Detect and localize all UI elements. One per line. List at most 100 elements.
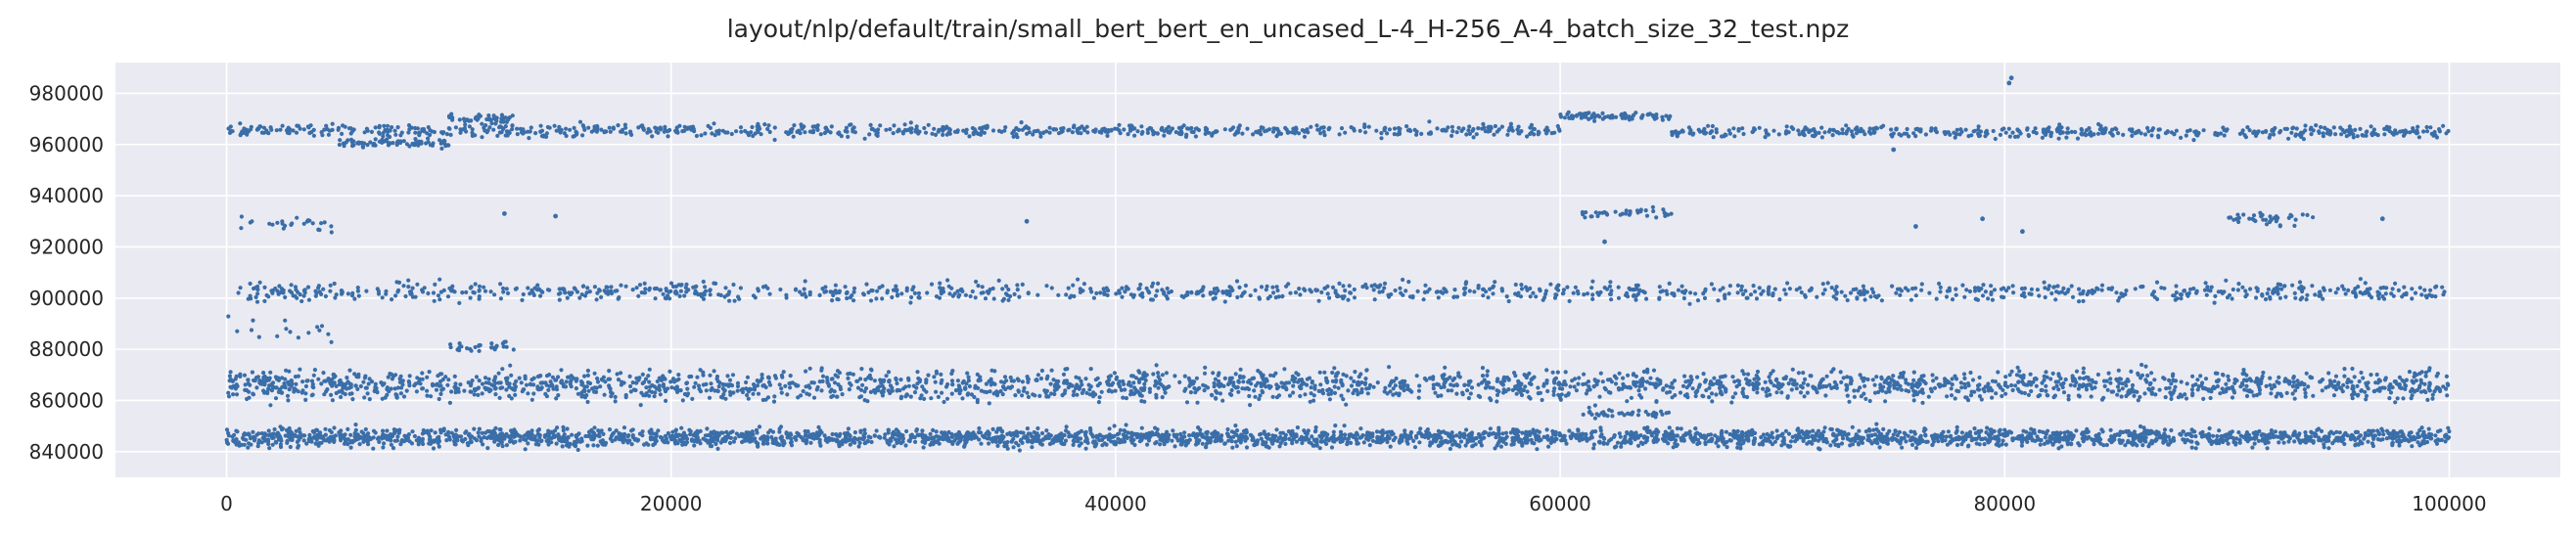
data-point [566, 435, 571, 440]
data-point [730, 429, 735, 434]
data-point [1695, 441, 1700, 447]
data-point [2081, 370, 2086, 376]
data-point [513, 392, 518, 397]
data-point [945, 381, 950, 387]
data-point [2391, 433, 2396, 438]
data-point [513, 429, 518, 434]
data-point [2131, 442, 2136, 447]
data-point [1117, 382, 1122, 387]
data-point [1641, 369, 1646, 375]
data-point [1831, 431, 1836, 436]
data-point [995, 434, 1000, 440]
data-point [393, 392, 398, 397]
data-point [1327, 397, 1332, 402]
data-point [817, 437, 822, 442]
data-point [326, 436, 331, 441]
data-point [756, 443, 760, 448]
data-point [603, 440, 609, 445]
data-point [2118, 429, 2123, 434]
data-point [1567, 428, 1572, 433]
data-point [765, 395, 771, 400]
data-point [796, 395, 801, 400]
data-point [829, 377, 834, 381]
data-point [331, 434, 336, 439]
data-point [269, 388, 275, 393]
data-point [1580, 437, 1585, 442]
data-point [1634, 379, 1639, 385]
data-point [1188, 390, 1193, 395]
data-point [597, 434, 602, 439]
data-point [2311, 393, 2316, 398]
data-point [1598, 371, 1603, 376]
data-point [343, 381, 348, 387]
data-point [2160, 435, 2165, 440]
data-point [777, 429, 782, 434]
data-point [1509, 442, 1514, 447]
data-point [2157, 387, 2162, 392]
data-point [722, 388, 727, 393]
data-point [999, 428, 1005, 433]
data-point [2066, 433, 2071, 438]
data-point [535, 431, 541, 436]
data-point [2207, 425, 2212, 431]
data-point [595, 376, 600, 381]
data-point [903, 443, 908, 448]
data-point [1761, 432, 1766, 437]
data-point [2021, 428, 2026, 433]
data-point [1283, 432, 1288, 437]
data-point [398, 391, 403, 396]
data-point [1438, 440, 1444, 445]
data-point [381, 428, 386, 433]
data-point [1161, 435, 1166, 440]
data-point [926, 373, 931, 378]
data-point [2120, 386, 2125, 391]
data-point [266, 428, 271, 433]
data-point [2397, 438, 2402, 443]
data-point [766, 430, 771, 435]
data-point [310, 392, 315, 397]
data-point [1205, 429, 1210, 434]
data-point [1796, 426, 1801, 431]
data-point [946, 429, 951, 435]
data-point [1417, 440, 1422, 445]
data-point [2104, 378, 2109, 383]
data-point [366, 431, 371, 436]
data-point [1362, 381, 1367, 386]
data-point [644, 441, 649, 446]
data-point [480, 391, 484, 396]
data-point [987, 431, 991, 436]
data-point [1282, 385, 1287, 390]
data-point [998, 439, 1003, 444]
data-point [1636, 388, 1641, 393]
data-point [1810, 433, 1815, 438]
data-point [857, 436, 862, 441]
data-point [347, 368, 352, 373]
data-point [1286, 429, 1291, 434]
data-point [1592, 403, 1597, 408]
data-point [288, 444, 293, 450]
data-point [1615, 440, 1621, 445]
data-point [858, 377, 863, 381]
data-point [1665, 390, 1670, 395]
data-point [2117, 437, 2122, 443]
data-point [1654, 427, 1659, 432]
data-point [1887, 428, 1892, 433]
data-point [2066, 397, 2071, 402]
data-point [1491, 430, 1496, 436]
data-point [1231, 434, 1236, 439]
data-point [2029, 434, 2034, 439]
data-point [1923, 433, 1928, 438]
data-point [977, 378, 982, 382]
data-point [575, 432, 580, 437]
data-point [1240, 386, 1245, 391]
data-point [1303, 392, 1308, 397]
data-point [1151, 432, 1156, 437]
data-point [2095, 438, 2100, 443]
data-point [1779, 443, 1784, 448]
data-point [1059, 431, 1064, 436]
data-point [247, 441, 252, 446]
data-point [469, 439, 474, 444]
data-point [740, 431, 745, 436]
data-point [990, 426, 995, 431]
data-point [2401, 396, 2406, 401]
